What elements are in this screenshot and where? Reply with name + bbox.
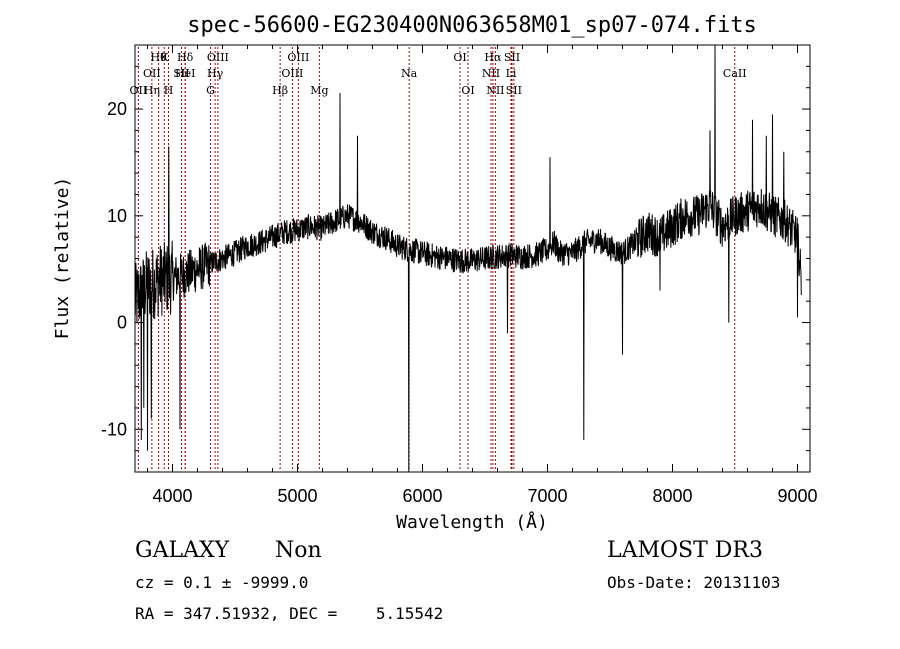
object-subclass: Non (275, 538, 322, 563)
line-label: Hθ (151, 51, 168, 64)
line-label: NII (482, 67, 500, 80)
y-tick-label: 10 (107, 206, 127, 226)
x-tick-label: 8000 (652, 486, 692, 506)
line-label: K (160, 51, 169, 64)
line-label: OIII (287, 51, 309, 64)
y-tick-label: 20 (107, 99, 127, 119)
line-label: Na (401, 67, 418, 80)
line-label: NII (486, 84, 504, 97)
x-tick-label: 5000 (277, 486, 317, 506)
y-axis-ticks: -10 0 10 20 (101, 65, 810, 452)
line-label: Hγ (207, 67, 224, 80)
line-label: SII (173, 67, 189, 80)
y-tick-label: 0 (117, 313, 127, 333)
spectrum-line (134, 44, 802, 473)
object-class: GALAXY (135, 538, 230, 563)
line-label: OIII (207, 51, 229, 64)
x-tick-label: 4000 (152, 486, 192, 506)
x-tick-label: 9000 (777, 486, 817, 506)
line-label: Hδ (177, 51, 194, 64)
emission-line-labels: OIIOIIHηHθKHHeISIIHδGHγOIIIHβOIIIOIIIMgN… (130, 51, 747, 97)
chart-title: spec-56600-EG230400N063658M01_sp07-074.f… (187, 13, 757, 38)
line-label: Hη (144, 84, 160, 97)
x-tick-label: 6000 (402, 486, 442, 506)
line-label: SII (504, 51, 520, 64)
line-label: Mg (310, 84, 328, 97)
line-label: OIII (281, 67, 303, 80)
survey-name: LAMOST DR3 (607, 538, 763, 563)
emission-line-markers (137, 47, 736, 471)
line-label: Hα (484, 51, 502, 64)
line-label: CaII (723, 67, 747, 80)
x-tick-label: 7000 (527, 486, 567, 506)
redshift-cz: cz = 0.1 ± -9999.0 (135, 573, 309, 592)
x-axis-ticks: 4000 5000 6000 7000 8000 9000 (147, 45, 818, 506)
line-label: OII (130, 84, 148, 97)
line-label: OII (143, 67, 161, 80)
line-label: H (164, 84, 174, 97)
y-tick-label: -10 (101, 419, 127, 439)
line-label: Hβ (272, 84, 288, 97)
line-label: HeI (175, 67, 195, 80)
line-label: OI (461, 84, 474, 97)
coordinates: RA = 347.51932, DEC = 5.15542 (135, 604, 444, 623)
line-label: SII (506, 84, 522, 97)
line-label: OI (453, 51, 466, 64)
x-axis-label: Wavelength (Å) (396, 511, 548, 533)
line-label: G (206, 84, 215, 97)
y-axis-label: Flux (relative) (52, 177, 73, 340)
obs-date: Obs-Date: 20131103 (607, 573, 781, 592)
line-label: Li (506, 67, 517, 80)
